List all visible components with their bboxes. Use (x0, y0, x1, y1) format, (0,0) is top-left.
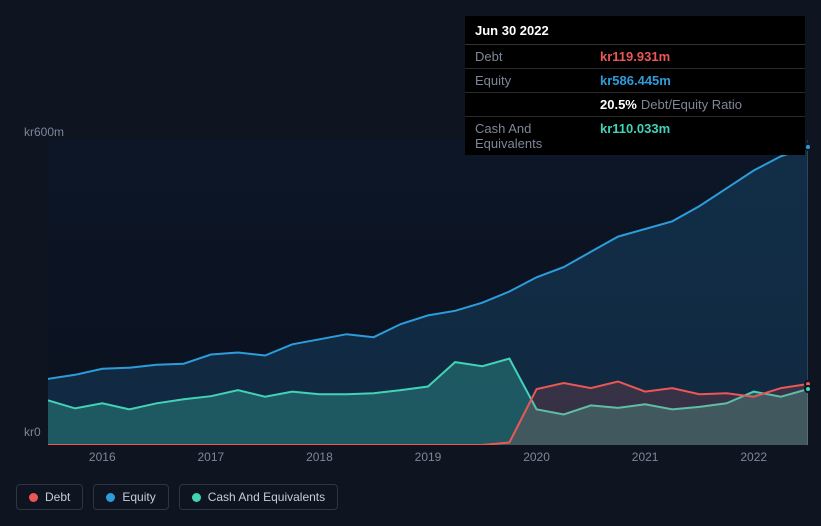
tooltip-row-value: kr586.445m (600, 73, 671, 88)
legend-item-equity[interactable]: Equity (93, 484, 168, 510)
legend-label: Debt (45, 490, 70, 504)
tooltip-row-value: kr119.931m (600, 49, 670, 64)
cash-dot-icon (192, 493, 201, 502)
tooltip-row-label (475, 97, 600, 112)
tooltip-row: Cash And Equivalentskr110.033m (465, 117, 805, 155)
debt-dot-icon (29, 493, 38, 502)
x-axis-tick: 2017 (197, 450, 224, 464)
x-axis-tick: 2020 (523, 450, 550, 464)
tooltip-date: Jun 30 2022 (465, 16, 805, 45)
cursor-line (807, 140, 808, 445)
equity-dot-icon (106, 493, 115, 502)
tooltip-row-label: Equity (475, 73, 600, 88)
tooltip-row-value: 20.5%Debt/Equity Ratio (600, 97, 742, 112)
plot-area[interactable] (48, 140, 808, 445)
tooltip-row: 20.5%Debt/Equity Ratio (465, 93, 805, 117)
tooltip-row-value: kr110.033m (600, 121, 670, 151)
y-axis-label-max: kr600m (24, 125, 64, 139)
tooltip-row-label: Debt (475, 49, 600, 64)
tooltip-row: Debtkr119.931m (465, 45, 805, 69)
chart-tooltip: Jun 30 2022 Debtkr119.931mEquitykr586.44… (465, 16, 805, 155)
tooltip-row: Equitykr586.445m (465, 69, 805, 93)
legend: Debt Equity Cash And Equivalents (16, 484, 338, 510)
legend-item-cash[interactable]: Cash And Equivalents (179, 484, 338, 510)
x-axis: 2016 2017 2018 2019 2020 2021 2022 (48, 450, 808, 470)
x-axis-tick: 2019 (415, 450, 442, 464)
legend-item-debt[interactable]: Debt (16, 484, 83, 510)
cursor-dot-equity (804, 143, 812, 151)
cursor-dot-cash (804, 385, 812, 393)
x-axis-tick: 2018 (306, 450, 333, 464)
x-axis-tick: 2016 (89, 450, 116, 464)
x-axis-tick: 2022 (740, 450, 767, 464)
y-axis-label-min: kr0 (24, 425, 41, 439)
tooltip-row-suffix: Debt/Equity Ratio (641, 97, 742, 112)
chart-svg (48, 140, 808, 445)
legend-label: Cash And Equivalents (208, 490, 325, 504)
tooltip-row-label: Cash And Equivalents (475, 121, 600, 151)
legend-label: Equity (122, 490, 155, 504)
x-axis-tick: 2021 (632, 450, 659, 464)
